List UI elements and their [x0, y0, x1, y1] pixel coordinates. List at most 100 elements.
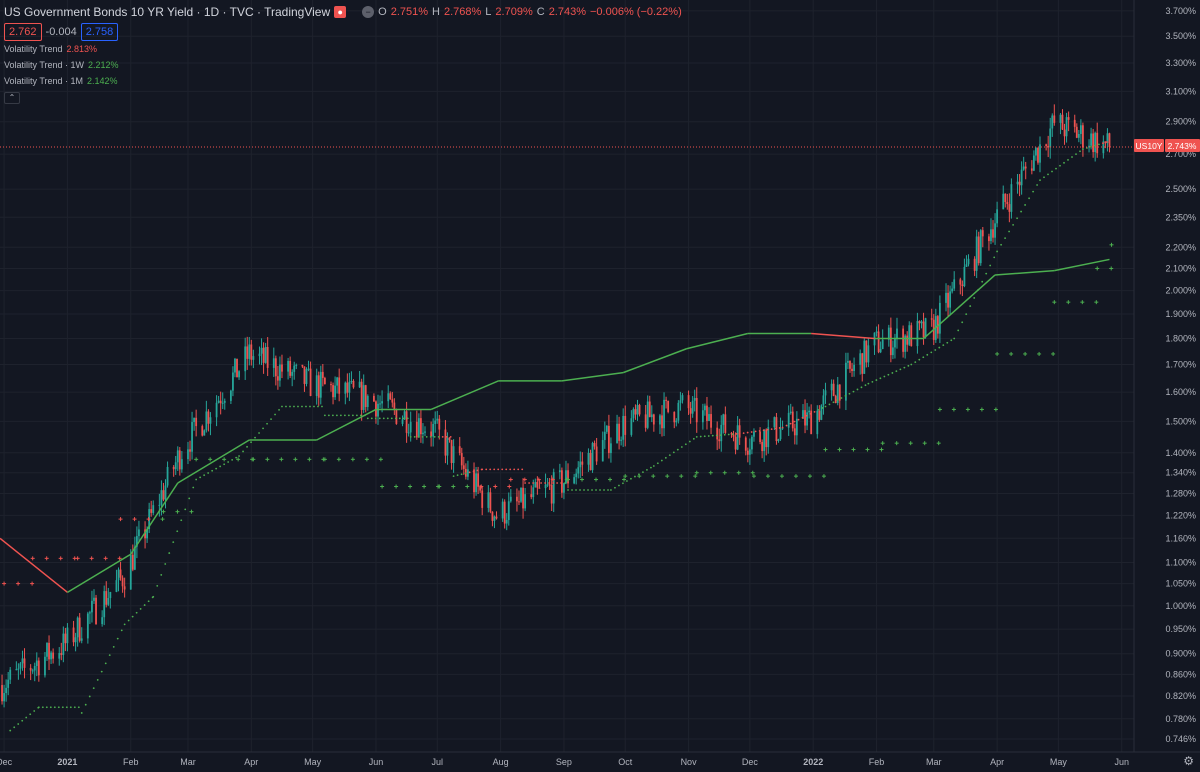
candle [234, 357, 236, 378]
price-tick-label: 1.050% [1165, 579, 1196, 589]
candle [1065, 112, 1068, 143]
trend-segment [622, 348, 687, 374]
candle [279, 356, 281, 387]
trend-1w-dot [489, 468, 492, 471]
trend-1w-dot [293, 405, 295, 408]
trend-1w-dot [977, 288, 980, 291]
candle [166, 461, 169, 488]
candle [1067, 111, 1070, 132]
candle [334, 376, 336, 400]
candle [464, 463, 467, 480]
indicator-label: Volatility Trend · 1M [4, 76, 84, 86]
indicator-label: Volatility Trend [4, 44, 63, 54]
chart-settings-icon[interactable]: ⚙ [1183, 754, 1194, 768]
candle [751, 434, 753, 455]
sell-button[interactable]: 2.762 [4, 23, 42, 41]
candle [180, 450, 183, 473]
trend-1m-cross [936, 441, 941, 446]
candle [1008, 193, 1011, 223]
candle [838, 384, 841, 409]
hide-icon[interactable]: − [362, 6, 375, 18]
trend-1w-dot [1079, 150, 1081, 153]
trend-1w-dot [595, 489, 597, 491]
trend-1w-dot [1016, 217, 1019, 220]
candle [973, 256, 976, 277]
buy-button[interactable]: 2.758 [80, 23, 119, 41]
trend-1w-dot [421, 435, 424, 438]
trend-1m-cross [422, 484, 427, 489]
alert-dot-icon[interactable]: ● [334, 6, 347, 18]
collapse-legend-button[interactable]: ⌃ [4, 92, 20, 104]
trend-1w-dot [965, 313, 968, 316]
candle [988, 233, 990, 251]
time-tick-label: Feb [869, 757, 885, 767]
price-axis[interactable]: 3.700% 3.500% 3.300% 3.100% 2.900% 2.700% 2.50… [1133, 0, 1200, 772]
candle [605, 425, 608, 434]
candle [595, 437, 598, 465]
trend-1w-dot [339, 414, 342, 417]
trend-1w-dot [505, 468, 508, 471]
candle [203, 429, 206, 436]
candle [107, 587, 110, 607]
trend-1w-dot [607, 489, 609, 491]
candle [961, 280, 964, 297]
symbol-title[interactable]: US Government Bonds 10 YR Yield · 1D · T… [4, 5, 331, 19]
trend-1w-dot [402, 417, 405, 420]
trend-1w-dot [727, 433, 730, 436]
indicator-row-3[interactable]: Volatility Trend · 1M 2.142% [4, 73, 682, 89]
candle [131, 544, 134, 572]
candle [845, 352, 847, 411]
trend-1m-cross [222, 457, 227, 462]
trend-1w-dot [1102, 142, 1104, 145]
candle [295, 363, 298, 370]
candle [879, 341, 882, 354]
candle [763, 429, 766, 462]
trend-1w-dot [738, 432, 741, 435]
trend-1w-dot [544, 482, 547, 484]
time-axis[interactable]: Dec 2021 Feb Mar Apr May Jun Jul Aug Sep Oct Nov Dec… [0, 751, 1200, 767]
candle [495, 511, 498, 520]
candle [358, 371, 361, 388]
candle [1053, 104, 1056, 126]
indicator-row-1[interactable]: Volatility Trend 2.813% [4, 41, 682, 57]
candle [1063, 123, 1066, 145]
candle [1032, 150, 1035, 172]
candle [652, 413, 655, 432]
candle [475, 466, 477, 496]
candle [779, 417, 782, 441]
candle [422, 423, 424, 444]
candle [965, 255, 968, 267]
candle [524, 487, 527, 512]
trend-1w-dot [285, 405, 287, 408]
time-tick-label: 2022 [803, 757, 823, 767]
trend-1w-dot [355, 414, 358, 417]
candle [830, 379, 833, 401]
price-tick-label: 2.100% [1165, 263, 1196, 273]
ohlc-close-key: C [536, 6, 545, 18]
price-tick-label: 2.900% [1165, 117, 1196, 127]
candle [1079, 119, 1082, 145]
symbol-row: US Government Bonds 10 YR Yield · 1D · T… [4, 4, 682, 20]
trend-1m-cross [722, 470, 727, 475]
volatility-trend-1m-series [2, 242, 1114, 586]
candle [589, 449, 592, 471]
candle [7, 671, 10, 696]
candle [89, 610, 91, 625]
trend-1w-dot [817, 409, 820, 411]
trend-1w-dot [809, 412, 812, 415]
indicator-row-2[interactable]: Volatility Trend · 1W 2.212% [4, 57, 682, 73]
candle [546, 478, 549, 488]
trend-1w-dot [680, 446, 683, 448]
trend-1w-dot [219, 465, 222, 468]
trend-1w-dot [270, 418, 272, 421]
trend-1m-cross [566, 477, 571, 482]
trend-1m-cross [2, 581, 7, 586]
candle [129, 549, 132, 590]
candle [552, 468, 555, 513]
candle [189, 440, 191, 462]
time-tick-label: Apr [990, 757, 1004, 767]
price-tick-label: 1.800% [1165, 334, 1196, 344]
candle [1039, 136, 1041, 173]
trend-1w-dot [552, 482, 555, 484]
